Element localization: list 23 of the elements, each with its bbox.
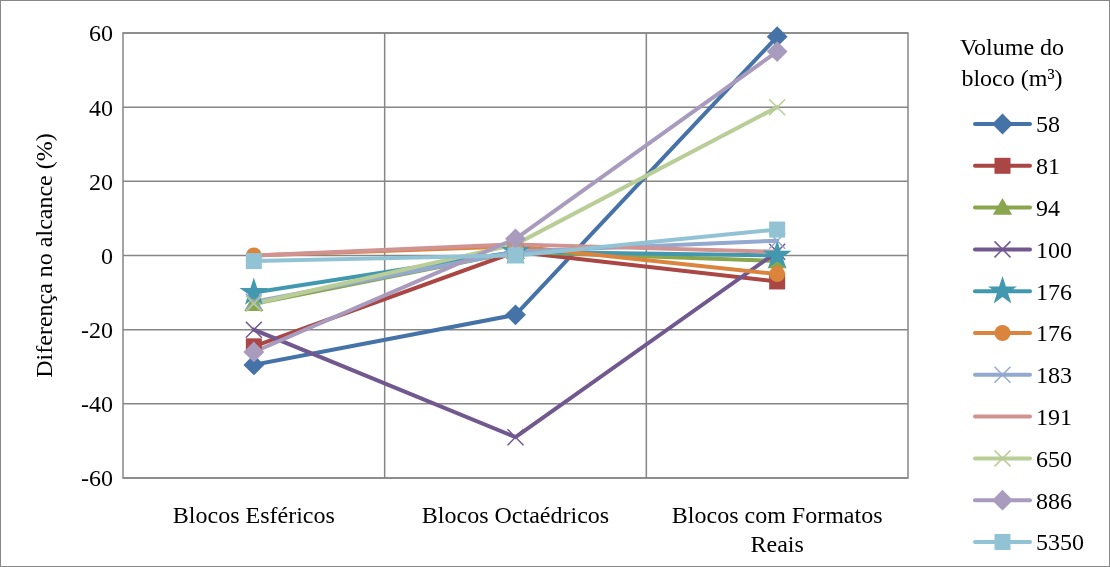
legend-label: 176 bbox=[1036, 278, 1072, 305]
y-tick-label: -40 bbox=[81, 391, 113, 418]
legend-label: 191 bbox=[1036, 404, 1072, 430]
y-tick-label: -20 bbox=[81, 317, 113, 344]
y-tick-label: 0 bbox=[101, 242, 113, 269]
legend-label: 650 bbox=[1036, 445, 1072, 472]
x-tick-label: Blocos Octaédricos bbox=[421, 502, 610, 528]
x-tick-label: Blocos Esféricos bbox=[172, 502, 335, 528]
y-tick-label: -60 bbox=[81, 465, 113, 492]
legend-label: 183 bbox=[1036, 362, 1072, 389]
legend-label: 94 bbox=[1036, 195, 1060, 221]
legend-label: 100 bbox=[1036, 236, 1072, 263]
legend-title: Volume do bloco (m³) bbox=[959, 34, 1065, 91]
y-tick-label: 60 bbox=[89, 20, 113, 47]
y-axis-title: Diferença no alcance (%) bbox=[31, 133, 57, 378]
x-tick-label: Blocos com Formatos Reais bbox=[671, 502, 883, 557]
y-tick-label: 20 bbox=[89, 168, 113, 195]
legend-label: 886 bbox=[1036, 487, 1072, 514]
y-tick-label: 40 bbox=[89, 94, 113, 121]
legend-label: 176 bbox=[1036, 320, 1072, 347]
legend-label: 58 bbox=[1036, 111, 1060, 138]
legend-label: 5350 bbox=[1036, 529, 1084, 556]
legend-label: 81 bbox=[1036, 153, 1060, 180]
